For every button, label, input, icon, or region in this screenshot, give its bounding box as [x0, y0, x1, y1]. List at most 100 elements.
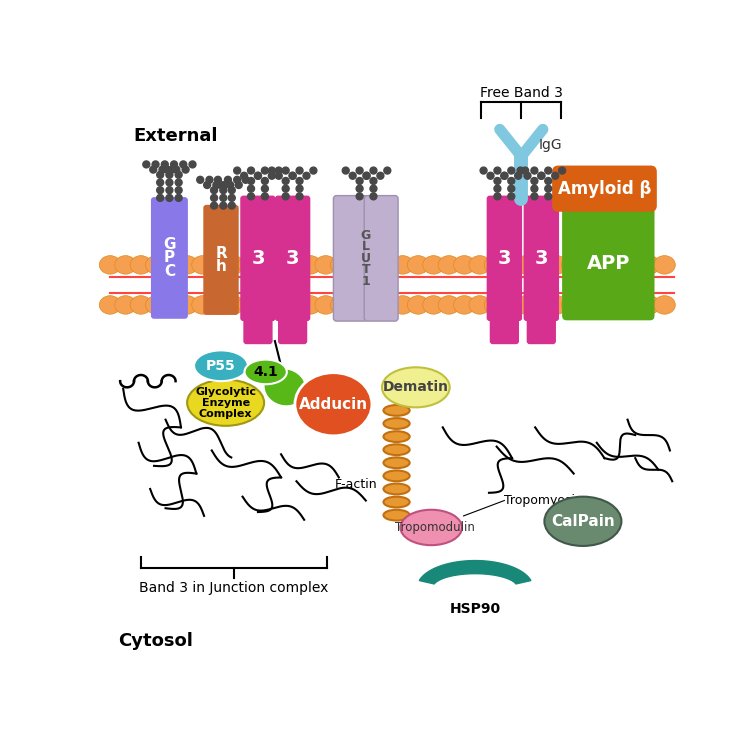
Ellipse shape [382, 368, 450, 407]
Circle shape [234, 176, 241, 183]
Circle shape [248, 167, 254, 174]
Circle shape [242, 176, 249, 183]
Circle shape [211, 202, 217, 209]
Circle shape [220, 202, 226, 209]
Circle shape [289, 172, 296, 179]
FancyBboxPatch shape [490, 315, 519, 344]
Circle shape [166, 187, 173, 193]
FancyBboxPatch shape [552, 165, 657, 212]
Circle shape [282, 185, 289, 192]
Circle shape [143, 161, 149, 168]
Ellipse shape [384, 458, 410, 468]
Ellipse shape [284, 255, 306, 274]
Text: External: External [133, 127, 217, 145]
Circle shape [303, 172, 310, 179]
Circle shape [234, 167, 241, 174]
Circle shape [370, 193, 377, 200]
FancyBboxPatch shape [364, 196, 398, 321]
Ellipse shape [515, 255, 537, 274]
Circle shape [228, 187, 236, 193]
Ellipse shape [331, 296, 352, 314]
Circle shape [517, 167, 524, 174]
Ellipse shape [438, 296, 460, 314]
Circle shape [211, 194, 217, 201]
Circle shape [173, 166, 180, 173]
Circle shape [487, 172, 494, 179]
Ellipse shape [100, 255, 121, 274]
Ellipse shape [177, 296, 198, 314]
Circle shape [157, 179, 164, 186]
Ellipse shape [223, 296, 244, 314]
Ellipse shape [284, 296, 306, 314]
Ellipse shape [361, 296, 383, 314]
Ellipse shape [531, 296, 552, 314]
Text: G
L
U
T
1: G L U T 1 [361, 229, 371, 288]
Ellipse shape [384, 444, 410, 455]
Ellipse shape [577, 255, 598, 274]
Circle shape [531, 167, 538, 174]
Ellipse shape [187, 379, 264, 426]
Circle shape [363, 172, 370, 179]
Circle shape [356, 185, 363, 192]
Ellipse shape [254, 255, 275, 274]
Circle shape [175, 179, 182, 186]
Ellipse shape [331, 255, 352, 274]
Ellipse shape [264, 369, 306, 406]
Ellipse shape [361, 255, 383, 274]
Circle shape [149, 166, 157, 173]
Ellipse shape [161, 255, 183, 274]
Ellipse shape [384, 483, 410, 494]
Text: Cytosol: Cytosol [118, 632, 193, 650]
Text: 4.1: 4.1 [253, 365, 278, 379]
Ellipse shape [623, 255, 645, 274]
Circle shape [370, 167, 377, 174]
Ellipse shape [531, 255, 552, 274]
Circle shape [157, 194, 164, 201]
FancyBboxPatch shape [527, 315, 556, 344]
Ellipse shape [115, 255, 137, 274]
Text: 3: 3 [498, 249, 511, 268]
Circle shape [182, 166, 189, 173]
Ellipse shape [654, 296, 675, 314]
Ellipse shape [146, 296, 167, 314]
Ellipse shape [408, 255, 429, 274]
Ellipse shape [438, 255, 460, 274]
Circle shape [157, 187, 164, 193]
Text: Adducin: Adducin [299, 397, 368, 412]
Circle shape [157, 171, 164, 179]
Circle shape [248, 193, 254, 200]
Circle shape [282, 178, 289, 184]
Text: CalPain: CalPain [551, 514, 615, 529]
Circle shape [171, 161, 177, 168]
Circle shape [214, 176, 221, 183]
Text: Tropomyosin: Tropomyosin [504, 494, 583, 507]
Text: 3: 3 [251, 249, 265, 268]
Ellipse shape [245, 359, 287, 384]
Circle shape [221, 182, 228, 188]
Circle shape [545, 193, 552, 200]
Circle shape [261, 193, 268, 200]
Ellipse shape [238, 296, 260, 314]
Ellipse shape [485, 255, 506, 274]
Ellipse shape [130, 296, 152, 314]
Ellipse shape [384, 431, 410, 442]
Circle shape [296, 193, 303, 200]
Circle shape [241, 172, 248, 179]
Circle shape [522, 167, 528, 174]
Ellipse shape [408, 296, 429, 314]
Ellipse shape [115, 296, 137, 314]
Circle shape [508, 178, 515, 184]
Circle shape [211, 187, 217, 193]
Ellipse shape [469, 255, 491, 274]
Ellipse shape [315, 255, 337, 274]
Circle shape [538, 172, 545, 179]
Ellipse shape [454, 255, 475, 274]
Ellipse shape [207, 255, 229, 274]
Ellipse shape [392, 296, 414, 314]
FancyBboxPatch shape [203, 205, 239, 315]
Circle shape [152, 161, 159, 168]
Circle shape [508, 167, 515, 174]
Ellipse shape [638, 255, 660, 274]
Circle shape [356, 167, 363, 174]
Ellipse shape [546, 255, 568, 274]
